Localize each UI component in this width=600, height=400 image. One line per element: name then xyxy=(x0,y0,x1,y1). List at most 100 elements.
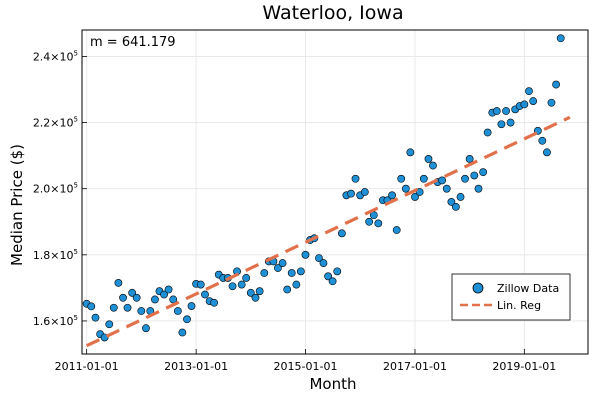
data-point xyxy=(492,107,501,115)
plot-area xyxy=(81,29,589,355)
data-point xyxy=(183,315,191,324)
data-point xyxy=(543,148,551,157)
regression-line xyxy=(85,115,571,348)
data-point xyxy=(201,290,209,299)
x-axis-label: Month xyxy=(309,375,356,393)
data-point xyxy=(502,107,510,115)
y-tick-label: 2.0×105 xyxy=(33,182,78,196)
data-point xyxy=(406,148,415,157)
y-tick-label: 2.2×105 xyxy=(33,116,78,130)
data-point xyxy=(274,264,282,272)
data-point xyxy=(164,285,173,294)
data-point xyxy=(374,219,383,228)
data-point xyxy=(296,267,305,276)
x-tick-labels: 2011-01-01 2013-01-01 2015-01-01 2017-01-01… xyxy=(55,360,557,373)
data-point xyxy=(228,282,237,291)
data-point xyxy=(411,193,419,201)
data-point xyxy=(333,267,342,276)
data-point xyxy=(442,184,451,193)
data-point xyxy=(529,97,538,105)
data-point xyxy=(365,217,374,226)
data-point xyxy=(142,324,150,333)
data-point xyxy=(497,120,506,129)
data-point xyxy=(283,285,292,294)
data-point xyxy=(461,174,469,183)
data-point xyxy=(474,184,483,193)
slope-annotation: m = 641.179 xyxy=(90,35,176,50)
y-axis-label: Median Price ($) xyxy=(8,144,26,266)
y-tick-label: 2.4×105 xyxy=(33,49,78,63)
data-point xyxy=(465,155,474,163)
data-point xyxy=(424,155,433,163)
y-tick-label: 1.6×105 xyxy=(33,314,78,328)
data-point xyxy=(237,280,246,289)
x-tick-label: 2019-01-01 xyxy=(492,360,556,373)
data-point xyxy=(242,274,251,282)
data-point xyxy=(210,298,219,307)
data-point xyxy=(255,287,264,296)
data-point xyxy=(114,279,123,287)
axis-ticks xyxy=(82,56,525,354)
data-point xyxy=(278,259,287,267)
data-point xyxy=(438,176,447,185)
data-point xyxy=(347,189,355,198)
data-point xyxy=(128,288,137,297)
data-point xyxy=(251,293,260,302)
data-point xyxy=(447,198,456,206)
data-point xyxy=(87,302,96,311)
data-point xyxy=(173,307,182,315)
data-point xyxy=(360,188,369,196)
data-point xyxy=(319,259,328,267)
data-point xyxy=(178,328,187,337)
data-point xyxy=(196,280,205,289)
y-tick-label: 1.8×105 xyxy=(33,248,78,262)
x-tick-label: 2013-01-01 xyxy=(164,360,228,373)
data-point xyxy=(392,226,401,234)
data-point xyxy=(456,193,465,201)
data-point xyxy=(287,269,296,277)
x-tick-label: 2015-01-01 xyxy=(274,360,338,373)
data-point xyxy=(119,293,127,302)
data-point xyxy=(328,277,337,286)
data-point xyxy=(547,98,556,107)
legend-label-zillow-data: Zillow Data xyxy=(497,282,559,295)
data-point xyxy=(556,34,565,43)
data-point xyxy=(483,128,492,137)
x-tick-label: 2017-01-01 xyxy=(383,360,447,373)
data-point xyxy=(429,161,437,170)
legend-marker-zillow-data xyxy=(472,282,484,294)
data-point xyxy=(123,303,132,312)
data-point xyxy=(538,136,547,145)
data-point xyxy=(109,303,118,312)
data-point xyxy=(520,100,529,109)
series-zillow-data xyxy=(82,34,565,342)
data-point xyxy=(397,174,406,183)
data-point xyxy=(388,191,396,200)
data-point xyxy=(479,168,488,177)
data-point xyxy=(91,313,100,322)
data-point xyxy=(105,320,114,329)
data-point xyxy=(292,280,301,289)
legend: Zillow Data Lin. Reg xyxy=(451,273,571,321)
y-tick-labels: 1.6×105 1.8×105 2.0×105 2.2×105 2.4×105 xyxy=(33,49,78,327)
data-point xyxy=(401,184,410,193)
data-point xyxy=(160,290,168,299)
data-point xyxy=(246,288,255,297)
data-point xyxy=(324,272,333,281)
data-point xyxy=(137,307,146,315)
data-point xyxy=(315,254,323,263)
data-point xyxy=(451,202,460,211)
data-point xyxy=(525,87,533,96)
data-point xyxy=(337,229,346,238)
x-tick-label: 2011-01-01 xyxy=(55,360,119,373)
data-point xyxy=(301,250,310,259)
data-point xyxy=(552,80,560,89)
data-point xyxy=(132,293,141,302)
data-point xyxy=(351,174,360,183)
chart-title: Waterloo, Iowa xyxy=(262,2,403,24)
data-point xyxy=(506,118,515,127)
legend-label-lin-reg: Lin. Reg xyxy=(497,299,541,312)
data-point xyxy=(151,295,159,304)
data-point xyxy=(470,171,479,180)
